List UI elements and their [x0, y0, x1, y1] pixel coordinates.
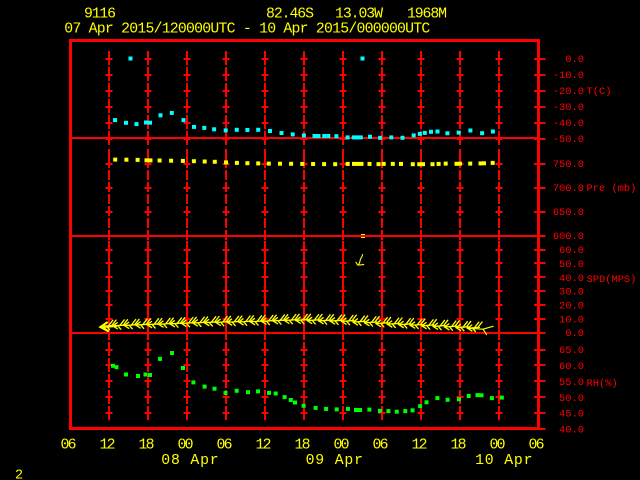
svg-text:06: 06: [217, 438, 233, 454]
svg-text:40.0: 40.0: [559, 273, 584, 285]
svg-text:700.0: 700.0: [553, 183, 584, 195]
svg-text:0.0: 0.0: [565, 54, 584, 66]
svg-text:T(C): T(C): [587, 86, 612, 98]
svg-text:00: 00: [178, 438, 194, 454]
svg-text:10 Apr: 10 Apr: [475, 453, 533, 469]
svg-text:30.0: 30.0: [559, 287, 584, 299]
svg-text:600.0: 600.0: [553, 231, 584, 243]
svg-text:00: 00: [334, 438, 350, 454]
svg-text:-20.0: -20.0: [553, 86, 584, 98]
svg-text:SPD(MPS): SPD(MPS): [587, 274, 637, 286]
svg-text:50.0: 50.0: [559, 393, 584, 405]
svg-text:50.0: 50.0: [559, 259, 584, 271]
svg-text:06: 06: [61, 438, 77, 454]
svg-text:12: 12: [256, 438, 272, 454]
svg-text:-10.0: -10.0: [553, 70, 584, 82]
svg-text:18: 18: [295, 438, 311, 454]
svg-text:0.0: 0.0: [565, 328, 584, 340]
svg-text:06: 06: [373, 438, 389, 454]
svg-text:55.0: 55.0: [559, 377, 584, 389]
svg-text:1968M: 1968M: [407, 7, 447, 23]
svg-text:07 Apr 2015/120000UTC - 10 Apr: 07 Apr 2015/120000UTC - 10 Apr 2015/0000…: [64, 22, 430, 38]
svg-text:13.03W: 13.03W: [335, 7, 383, 23]
svg-text:-40.0: -40.0: [553, 118, 584, 130]
svg-text:2: 2: [15, 469, 23, 480]
svg-text:65.0: 65.0: [559, 345, 584, 357]
svg-text:08 Apr: 08 Apr: [161, 453, 219, 469]
svg-text:-30.0: -30.0: [553, 102, 584, 114]
svg-text:-50.0: -50.0: [553, 134, 584, 146]
svg-text:40.0: 40.0: [559, 425, 584, 437]
svg-text:18: 18: [451, 438, 467, 454]
svg-text:650.0: 650.0: [553, 207, 584, 219]
svg-text:RH(%): RH(%): [587, 378, 618, 390]
svg-text:82.46S: 82.46S: [266, 7, 314, 23]
svg-text:06: 06: [529, 438, 545, 454]
svg-text:60.0: 60.0: [559, 245, 584, 257]
svg-text:09 Apr: 09 Apr: [306, 453, 364, 469]
svg-text:9116: 9116: [84, 7, 116, 23]
svg-text:60.0: 60.0: [559, 361, 584, 373]
svg-text:12: 12: [100, 438, 116, 454]
svg-text:12: 12: [412, 438, 428, 454]
svg-text:10.0: 10.0: [559, 314, 584, 326]
svg-text:20.0: 20.0: [559, 300, 584, 312]
svg-text:750.0: 750.0: [553, 159, 584, 171]
svg-text:Pre (mb): Pre (mb): [587, 183, 637, 195]
svg-text:45.0: 45.0: [559, 409, 584, 421]
svg-text:18: 18: [139, 438, 155, 454]
svg-text:00: 00: [490, 438, 506, 454]
